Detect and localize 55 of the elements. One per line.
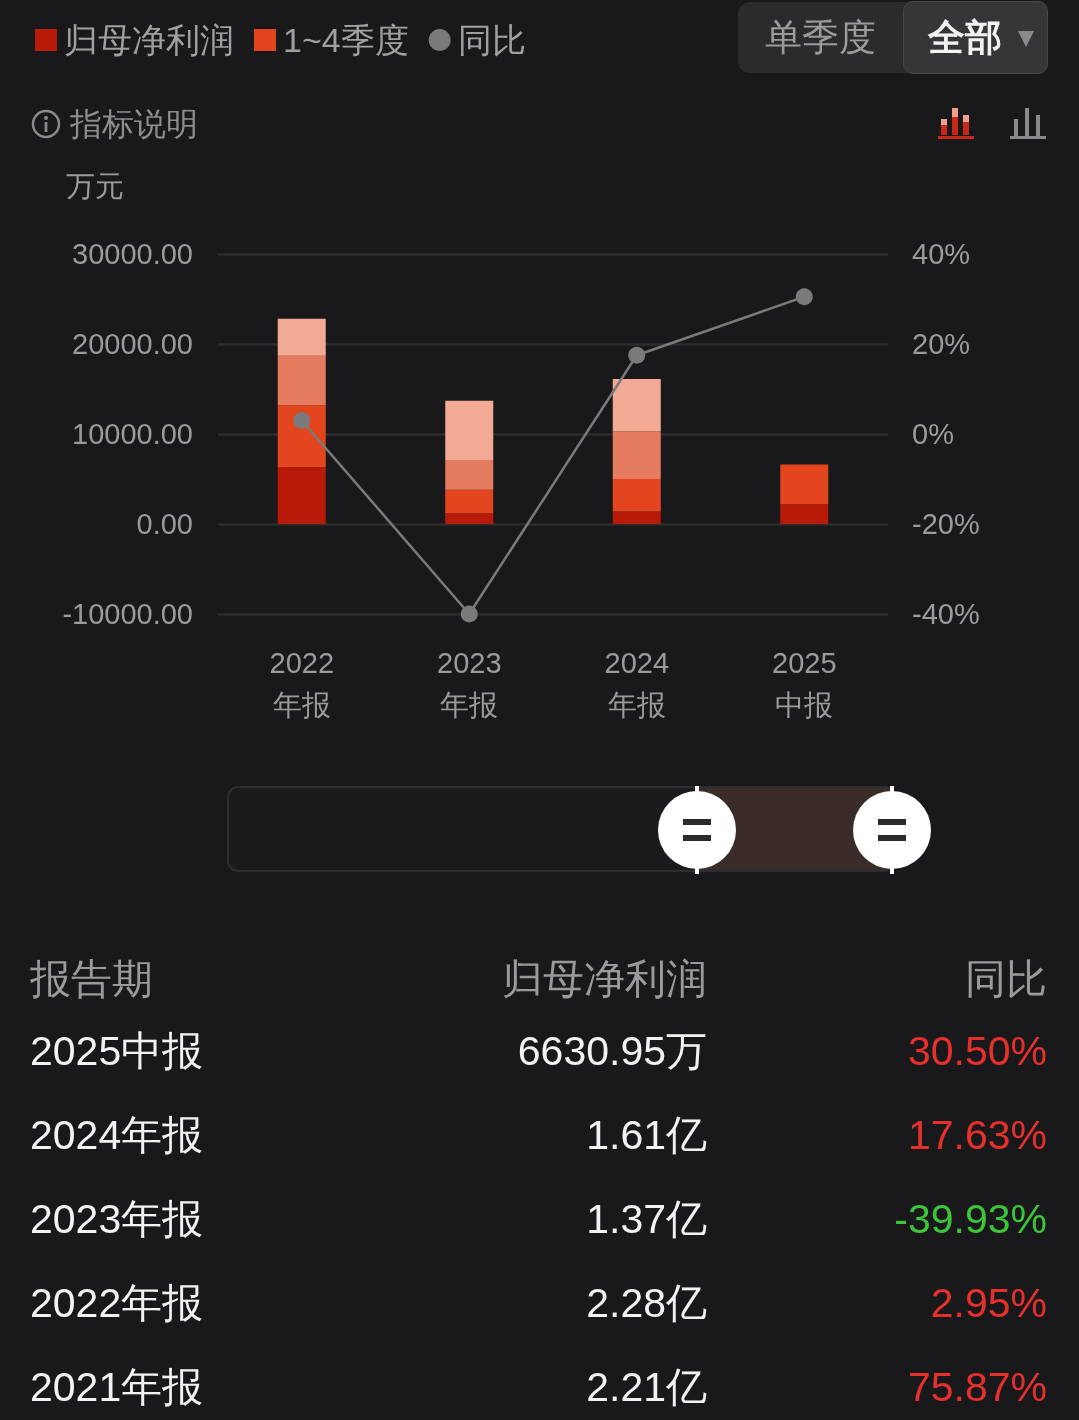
data-label: -39.93% [894,1196,1047,1242]
point [795,288,813,306]
legend-label: 同比 [457,21,526,59]
bar [612,511,661,524]
bar [612,479,661,512]
bar [277,318,326,356]
legend-label: 1~4季度 [283,21,409,59]
y-tick-label: 20000.00 [72,328,193,360]
bar [277,355,326,406]
point [293,412,311,429]
y2-tick-label: 40% [912,238,971,270]
y-tick-label: 2023年报 [30,1196,204,1242]
data-label: 17.63% [907,1112,1047,1158]
text: 1.37亿 [586,1196,707,1242]
y2-tick-label: -40% [912,598,980,630]
y2-tick-label: 0% [912,418,954,450]
point [628,346,646,364]
y-tick-label: -10000.00 [62,598,193,630]
bar [445,513,494,524]
bar [612,431,661,479]
y-tick-label: 2021年报 [30,1364,204,1410]
bar [445,460,494,490]
legend-label: 归母净利润 [64,21,234,59]
data-label: 2.95% [930,1280,1047,1326]
text: 6630.95万 [517,1028,707,1074]
y-tick-label: 2024年报 [30,1112,204,1158]
bar [780,464,829,505]
toggle-group: 单季度 全部 [738,2,1048,73]
bar [277,467,326,524]
x-tick-label: 2022 年报 [269,647,335,721]
text: 1.61亿 [586,1112,707,1158]
data-label: 30.50% [907,1028,1047,1074]
y2-tick-label: 20% [912,328,971,360]
bar [277,405,326,468]
x-tick-label: 2024 年报 [604,647,670,721]
y-tick-label: 2025中报 [30,1028,204,1074]
point [460,605,478,623]
bar [780,504,829,524]
text: 2.28亿 [586,1280,707,1326]
y-axis-title: 万元 [66,169,124,203]
text: 指标说明 [70,105,198,143]
y-tick-label: 30000.00 [72,238,193,270]
text: 2.21亿 [586,1364,707,1410]
x-tick-label: 2023 年报 [436,647,502,721]
y-tick-label: 10000.00 [72,418,193,450]
bar [445,489,494,514]
dropdown-button: 全部 [903,1,1048,74]
x-tick-label: 2025 中报 [771,647,837,721]
y-axis-title: 报告期 [30,956,153,1002]
bar [612,379,661,432]
y2-tick-label: -20% [912,508,980,540]
bar [445,400,494,461]
y-tick-label: 0.00 [136,508,193,540]
y-tick-label: 2022年报 [30,1280,204,1326]
data-label: 75.87% [907,1364,1047,1410]
